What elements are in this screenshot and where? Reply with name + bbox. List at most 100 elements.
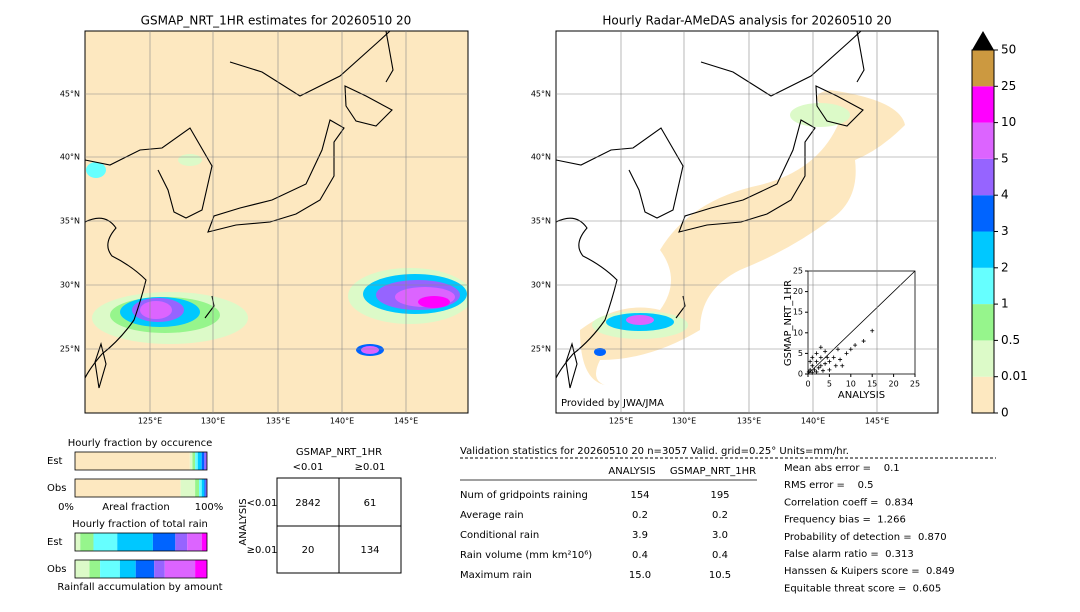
colorbar-label: 3 — [1001, 224, 1009, 238]
colorbar-label: 1 — [1001, 297, 1009, 311]
lon-label: 145°E — [865, 417, 889, 426]
fraction-segment — [192, 452, 196, 470]
score: Probability of detection = 0.870 — [784, 532, 947, 543]
row-head: ≥0.01 — [247, 545, 278, 556]
stat-name: Num of gridpoints raining — [460, 490, 588, 501]
scatter-point — [808, 367, 813, 372]
bar-frame — [74, 559, 208, 579]
lat-label: 35°N — [531, 217, 551, 226]
lon-label: 135°E — [266, 417, 290, 426]
stat-value: 0.4 — [632, 550, 648, 561]
y-tick-label: 15 — [793, 308, 803, 317]
scatter-point — [827, 359, 832, 364]
map-title: GSMAP_NRT_1HR estimates for 20260510 20 — [141, 14, 412, 28]
scatter-point — [810, 370, 815, 375]
scatter-point — [835, 347, 840, 352]
x-tick-label: 0 — [805, 380, 810, 389]
fraction-segment — [75, 479, 181, 497]
colorbar-segment — [972, 340, 994, 377]
scatter-point — [818, 363, 823, 368]
fraction-segment — [154, 560, 165, 578]
lat-label: 40°N — [531, 153, 551, 162]
row-label: Est — [47, 456, 63, 467]
stat-value: 0.2 — [712, 510, 728, 521]
fraction-segment — [75, 533, 81, 551]
score: Mean abs error = 0.1 — [784, 463, 900, 474]
colorbar-segment — [972, 267, 994, 305]
y-tick-label: 0 — [798, 370, 803, 379]
lon-label: 125°E — [609, 417, 633, 426]
x-axis-label: ANALYSIS — [838, 390, 885, 401]
stat-value: 154 — [630, 490, 649, 501]
map-title: Hourly Radar-AMeDAS analysis for 2026051… — [602, 14, 891, 28]
scatter-point — [810, 355, 815, 360]
colorbar-segment — [972, 195, 994, 232]
fraction-segment — [204, 479, 206, 497]
lon-label: 140°E — [801, 417, 825, 426]
table-cell: 2842 — [295, 498, 320, 509]
lat-label: 25°N — [531, 345, 551, 354]
fraction-segment — [75, 560, 90, 578]
score: False alarm ratio = 0.313 — [784, 549, 914, 560]
colorbar-segment — [972, 231, 994, 268]
panel-title: Hourly fraction by occurence — [68, 438, 212, 449]
stat-name: Average rain — [460, 510, 524, 521]
y-tick-label: 5 — [798, 349, 803, 358]
colorbar-label: 4 — [1001, 188, 1009, 202]
colorbar-label: 0.5 — [1001, 333, 1020, 347]
fraction-segment — [195, 479, 200, 497]
stat-value: 15.0 — [629, 570, 651, 581]
colorbar-label: 50 — [1001, 43, 1016, 57]
scatter-point — [844, 351, 849, 356]
colorbar-label: 0 — [1001, 406, 1009, 420]
fraction-segment — [80, 533, 94, 551]
fraction-segment — [89, 560, 101, 578]
scatter-point — [818, 355, 823, 360]
scatter-point — [823, 349, 828, 354]
colorbar-label: 5 — [1001, 151, 1009, 165]
lat-label: 40°N — [60, 153, 80, 162]
y-tick-label: 20 — [793, 287, 803, 296]
score: Correlation coeff = 0.834 — [784, 497, 914, 508]
fraction-segment — [199, 479, 202, 497]
fraction-segment — [180, 479, 196, 497]
fraction-segment — [204, 452, 207, 470]
scatter-point — [808, 359, 813, 364]
colorbar-segment — [972, 304, 994, 341]
stats-header: Validation statistics for 20260510 20 n=… — [460, 446, 849, 457]
fraction-segment — [175, 533, 188, 551]
fraction-segment — [201, 479, 205, 497]
lon-label: 125°E — [138, 417, 162, 426]
x-tick-label: 5 — [827, 380, 832, 389]
y-tick-label: 10 — [793, 328, 803, 337]
map-estimates — [85, 31, 468, 413]
bar-frame — [74, 532, 208, 552]
score: Hanssen & Kuipers score = 0.849 — [784, 566, 955, 577]
row-label: Obs — [47, 483, 66, 494]
fraction-segment — [75, 452, 190, 470]
scatter-point — [806, 369, 811, 374]
table-cell: 20 — [302, 545, 315, 556]
lon-label: 145°E — [394, 417, 418, 426]
scatter-point — [814, 369, 819, 374]
scatter-point — [827, 367, 832, 372]
lon-label: 130°E — [201, 417, 225, 426]
stat-value: 3.0 — [712, 530, 728, 541]
colorbar-segment — [972, 86, 994, 123]
colorbar-label: 10 — [1001, 115, 1016, 129]
bar-frame — [74, 478, 208, 498]
fraction-segment — [93, 533, 118, 551]
col-head: ANALYSIS — [608, 466, 655, 477]
fraction-segment — [152, 533, 176, 551]
scatter-point — [810, 363, 815, 368]
scatter-point — [831, 355, 836, 360]
stat-value: 10.5 — [709, 570, 731, 581]
axis-label: 100% — [195, 502, 224, 513]
fraction-segment — [197, 452, 202, 470]
stat-value: 0.2 — [632, 510, 648, 521]
fraction-segment — [117, 533, 153, 551]
fraction-segment — [100, 560, 120, 578]
row-label: Est — [47, 537, 63, 548]
y-axis-label: GSMAP_NRT_1HR — [783, 280, 794, 366]
colorbar-segment — [972, 50, 994, 87]
